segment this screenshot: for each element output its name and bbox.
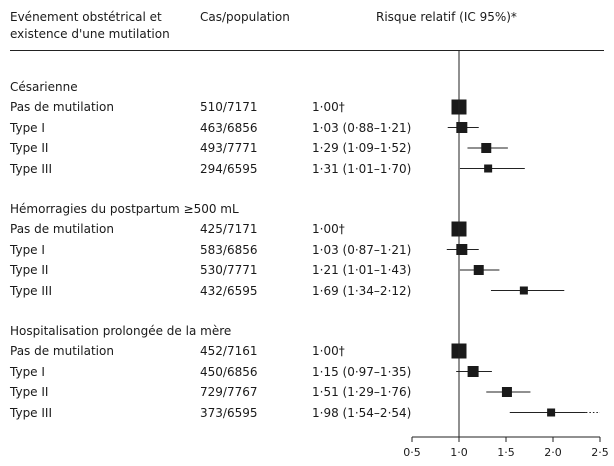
row-label: Type I (10, 242, 45, 257)
row-label: Pas de mutilation (10, 100, 114, 114)
section-title: Hémorragies du postpartum ≥500 mL (10, 202, 239, 216)
row-relative-risk: 1·00† (312, 100, 345, 114)
point-estimate (481, 143, 492, 153)
column-header-relative-risk: Risque relatif (IC 95%)* (376, 10, 517, 24)
x-tick-label: 1·5 (497, 446, 515, 459)
row-label: Type II (10, 141, 49, 155)
row-relative-risk: 1·03 (0·88–1·21) (312, 120, 412, 135)
column-header-event-line1: Evénement obstétrical et (10, 10, 162, 24)
x-tick-label: 1·0 (450, 446, 468, 459)
row-relative-risk: 1·31 (1·01–1·70) (312, 161, 412, 176)
point-estimate (473, 265, 484, 275)
x-tick-label: 0·5 (403, 446, 421, 459)
row-label: Type III (10, 405, 52, 420)
row-cases: 294/6595 (200, 161, 258, 176)
row-cases: 583/6856 (200, 242, 258, 257)
row-relative-risk: 1·29 (1·09–1·52) (312, 141, 412, 155)
point-estimate (456, 122, 468, 133)
row-cases: 373/6595 (200, 405, 258, 420)
row-cases: 463/6856 (200, 120, 258, 135)
row-label: Pas de mutilation (10, 222, 114, 236)
point-estimate (467, 366, 479, 377)
section-title: Hospitalisation prolongée de la mère (10, 324, 232, 338)
row-label: Type III (10, 283, 52, 298)
row-relative-risk: 1·00† (312, 222, 345, 236)
row-label: Type II (10, 385, 49, 399)
point-estimate (519, 286, 528, 295)
row-cases: 452/7161 (200, 344, 258, 358)
point-estimate (501, 387, 512, 397)
row-cases: 432/6595 (200, 283, 258, 298)
row-label: Type I (10, 364, 45, 379)
row-cases: 729/7767 (200, 385, 258, 399)
column-header-cases: Cas/population (200, 10, 290, 24)
row-cases: 510/7171 (200, 100, 258, 114)
x-tick-label: 2·0 (544, 446, 562, 459)
row-label: Type III (10, 161, 52, 176)
row-relative-risk: 1·00† (312, 344, 345, 358)
row-relative-risk: 1·03 (0·87–1·21) (312, 242, 412, 257)
row-label: Pas de mutilation (10, 344, 114, 358)
row-relative-risk: 1·15 (0·97–1·35) (312, 364, 412, 379)
row-cases: 450/6856 (200, 364, 258, 379)
point-estimate (456, 244, 468, 255)
section-title: Césarienne (10, 80, 78, 94)
point-estimate (547, 408, 556, 417)
row-relative-risk: 1·21 (1·01–1·43) (312, 263, 412, 277)
column-header-event-line2: existence d'une mutilation (10, 27, 170, 41)
row-relative-risk: 1·51 (1·29–1·76) (312, 385, 412, 399)
row-relative-risk: 1·98 (1·54–2·54) (312, 405, 412, 420)
row-cases: 425/7171 (200, 222, 258, 236)
row-relative-risk: 1·69 (1·34–2·12) (312, 283, 412, 298)
row-label: Type II (10, 263, 49, 277)
point-estimate (484, 164, 493, 173)
x-tick-label: 2·5 (591, 446, 609, 459)
row-cases: 493/7771 (200, 141, 258, 155)
row-label: Type I (10, 120, 45, 135)
row-cases: 530/7771 (200, 263, 258, 277)
